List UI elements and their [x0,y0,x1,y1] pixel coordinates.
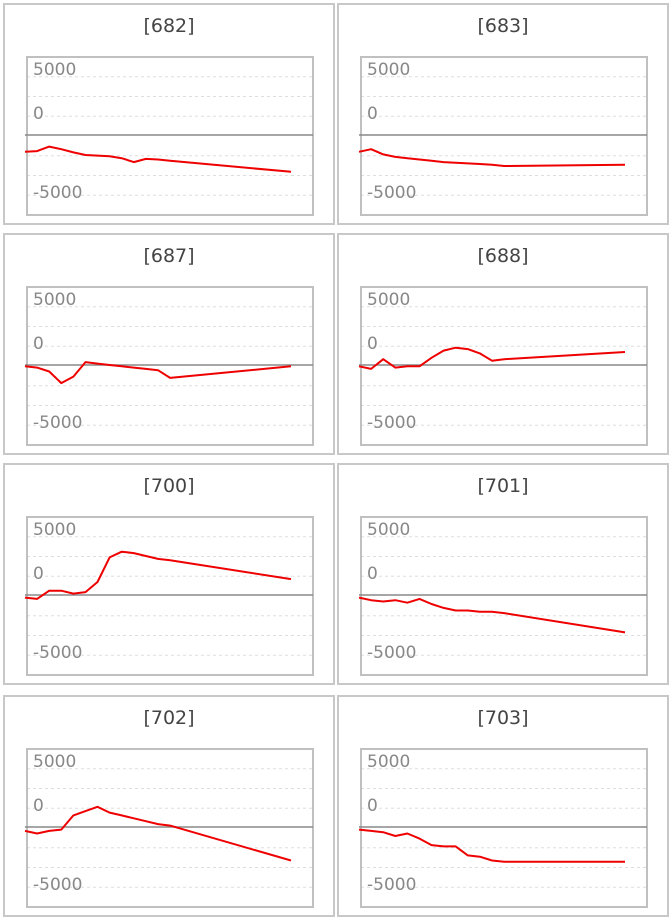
y-tick-label: 5000 [367,290,410,310]
plot-frame [360,516,648,676]
line-chart: 5000 0 -5000 [358,56,648,216]
y-tick-label: -5000 [33,183,82,203]
line-chart: 5000 0 -5000 [358,516,648,676]
line-chart: 5000 0 -5000 [24,286,314,446]
plot-frame [26,56,314,216]
series-line [24,145,292,173]
series-line [358,346,626,370]
y-tick-label: -5000 [367,413,416,433]
y-tick-label: -5000 [33,875,82,895]
chart-panel: [683] 5000 0 -5000 [337,3,669,225]
y-tick-label: 0 [367,564,378,584]
series-line [358,596,626,634]
line-chart: 5000 0 -5000 [358,748,648,908]
y-tick-label: 5000 [33,520,76,540]
plot-frame [360,56,648,216]
chart-panel: [702] 5000 0 -5000 [3,695,335,917]
y-tick-label: 5000 [367,60,410,80]
series-line [24,805,292,862]
y-tick-label: -5000 [33,643,82,663]
chart-panel: [687] 5000 0 -5000 [3,233,335,455]
series-line [358,828,625,863]
series-line [24,550,292,600]
chart-title: [702] [143,707,195,729]
series-line [24,361,292,385]
chart-title: [687] [143,245,195,267]
chart-title: [703] [477,707,529,729]
chart-title: [683] [477,15,529,37]
chart-panel: [682] 5000 0 -5000 [3,3,335,225]
plot-frame [26,748,314,908]
chart-panel: [701] 5000 0 -5000 [337,463,669,685]
y-tick-label: 0 [33,334,44,354]
y-tick-label: 0 [33,796,44,816]
y-tick-label: 0 [33,564,44,584]
y-tick-label: 0 [367,796,378,816]
y-tick-label: -5000 [367,875,416,895]
y-tick-label: 5000 [33,290,76,310]
chart-panel: [688] 5000 0 -5000 [337,233,669,455]
line-chart: 5000 0 -5000 [358,286,648,446]
y-tick-label: 5000 [33,752,76,772]
line-chart: 5000 0 -5000 [24,516,314,676]
series-line [358,148,626,167]
y-tick-label: 5000 [367,752,410,772]
y-tick-label: 5000 [367,520,410,540]
chart-panel: [700] 5000 0 -5000 [3,463,335,685]
y-tick-label: -5000 [367,183,416,203]
y-tick-label: -5000 [33,413,82,433]
y-tick-label: 0 [367,334,378,354]
y-tick-label: -5000 [367,643,416,663]
chart-title: [688] [477,245,529,267]
chart-title: [700] [143,475,195,497]
y-tick-label: 5000 [33,60,76,80]
line-chart: 5000 0 -5000 [24,748,314,908]
line-chart: 5000 0 -5000 [24,56,314,216]
y-tick-label: 0 [367,104,378,124]
plot-frame [360,748,648,908]
chart-title: [682] [143,15,195,37]
plot-frame [26,516,314,676]
y-tick-label: 0 [33,104,44,124]
chart-panel: [703] 5000 0 -5000 [337,695,669,917]
chart-title: [701] [477,475,529,497]
